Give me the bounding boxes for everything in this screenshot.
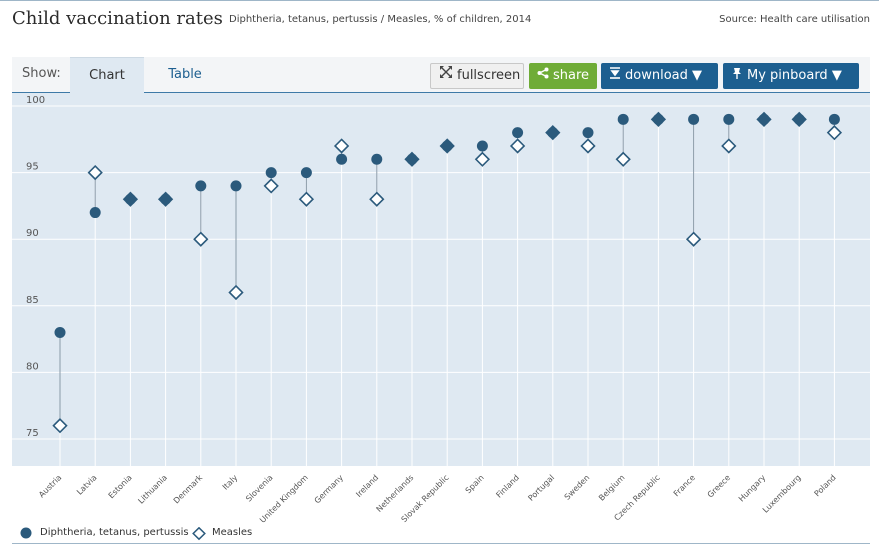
dtp-point-15 (582, 127, 594, 139)
download-label: download ▼ (625, 68, 702, 83)
measles-point-9 (369, 191, 385, 207)
dtp-point-19 (723, 113, 735, 125)
measles-point-5 (228, 284, 244, 301)
legend-label-measles: Measles (212, 527, 253, 538)
measles-point-15 (580, 138, 596, 154)
dtp-point-11 (441, 140, 453, 152)
chart-toolbar: Show: Chart Table fullscreen share do (12, 57, 870, 93)
dtp-point-13 (512, 127, 524, 139)
y-tick-label-85: 85 (26, 295, 39, 306)
measles-point-19 (721, 138, 737, 154)
dtp-point-4 (195, 180, 207, 192)
measles-point-22 (826, 125, 843, 141)
x-tick-label-4: Denmark (172, 473, 205, 506)
tab-table[interactable]: Table (168, 67, 202, 82)
x-tick-label-16: Belgium (597, 473, 627, 503)
x-tick-label-19: Greece (706, 473, 733, 500)
dtp-point-8 (336, 153, 348, 165)
legend-diamond-marker-icon (192, 527, 206, 541)
x-tick-label-14: Portugal (526, 473, 556, 503)
y-tick-label-90: 90 (26, 228, 39, 239)
chart-title: Child vaccination rates (12, 8, 223, 29)
x-tick-label-18: France (672, 473, 697, 498)
dtp-point-9 (371, 153, 383, 165)
measles-point-13 (509, 138, 526, 154)
measles-point-1 (87, 164, 103, 181)
share-icon (537, 63, 549, 89)
dtp-point-17 (652, 113, 664, 125)
x-tick-label-9: Ireland (354, 473, 380, 499)
fullscreen-label: fullscreen (457, 68, 521, 83)
dtp-point-21 (793, 113, 805, 125)
dtp-point-6 (265, 167, 277, 179)
y-tick-label-75: 75 (26, 428, 39, 439)
measles-point-0 (52, 418, 68, 434)
download-button[interactable]: download ▼ (601, 63, 718, 89)
dtp-point-0 (54, 326, 66, 338)
x-tick-label-0: Austria (37, 473, 63, 499)
source-link[interactable]: Source: Health care utilisation (719, 14, 870, 25)
show-label: Show: (22, 66, 61, 81)
dtp-point-12 (476, 140, 488, 152)
dtp-point-1 (89, 207, 101, 219)
x-tick-label-5: Italy (221, 473, 240, 492)
y-tick-label-95: 95 (26, 162, 39, 173)
top-rule (0, 0, 879, 1)
y-tick-label-80: 80 (26, 361, 39, 372)
dtp-point-14 (547, 127, 559, 139)
pin-icon (731, 63, 743, 89)
x-tick-label-3: Lithuania (136, 473, 169, 506)
x-tick-label-1: Latvia (75, 473, 99, 497)
chart-area: 75 80 85 90 95 100 Austria Latvia Estonia Lithuan… (12, 93, 870, 533)
pinboard-label: My pinboard ▼ (747, 68, 842, 83)
measles-point-4 (193, 231, 209, 247)
measles-point-8 (333, 138, 350, 154)
x-tick-label-15: Sweden (563, 473, 592, 502)
x-tick-label-6: Slovenia (244, 473, 275, 504)
x-tick-label-20: Hungary (737, 473, 768, 504)
expand-arrows-icon (439, 64, 453, 88)
share-button[interactable]: share (529, 63, 597, 89)
dtp-point-5 (230, 180, 242, 192)
x-tick-label-12: Spain (464, 473, 486, 495)
legend-label-dtp: Diphtheria, tetanus, pertussis (40, 527, 189, 538)
measles-point-6 (263, 178, 279, 194)
measles-point-16 (615, 151, 631, 167)
dtp-point-18 (688, 113, 700, 125)
tab-chart[interactable]: Chart (70, 57, 144, 93)
x-tick-label-22: Poland (813, 473, 838, 498)
dtp-point-20 (758, 113, 770, 125)
dtp-point-3 (160, 193, 172, 205)
measles-point-12 (474, 151, 491, 167)
y-tick-label-100: 100 (26, 95, 45, 106)
dtp-point-2 (124, 193, 136, 205)
measles-point-18 (685, 231, 702, 247)
plot-background (12, 93, 870, 466)
x-tick-label-2: Estonia (107, 473, 134, 500)
fullscreen-button[interactable]: fullscreen (430, 63, 524, 89)
chart-subtitle: Diphtheria, tetanus, pertussis / Measles… (229, 14, 532, 25)
x-tick-label-8: Germany (313, 473, 346, 506)
dtp-point-10 (406, 153, 418, 165)
dtp-point-16 (617, 113, 629, 125)
chart-header: Child vaccination rates Diphtheria, teta… (12, 6, 870, 32)
x-tick-label-13: Finland (494, 473, 521, 500)
bottom-rule (12, 543, 870, 544)
dtp-point-7 (300, 167, 312, 179)
pinboard-button[interactable]: My pinboard ▼ (723, 63, 859, 89)
legend-circle-marker-icon (20, 527, 32, 539)
measles-point-7 (298, 191, 315, 207)
vaccination-chart: 75 80 85 90 95 100 Austria Latvia Estonia Lithuan… (12, 93, 870, 525)
share-label: share (553, 68, 590, 83)
dtp-point-22 (828, 113, 840, 125)
download-icon (609, 63, 621, 89)
